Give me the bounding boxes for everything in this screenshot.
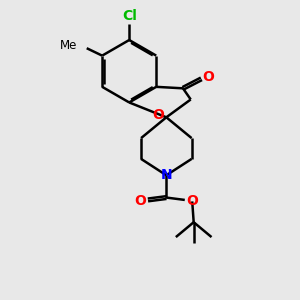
Text: O: O <box>135 194 146 208</box>
Text: O: O <box>202 70 214 84</box>
Text: O: O <box>186 194 198 208</box>
Text: N: N <box>160 168 172 182</box>
Text: Me: Me <box>60 39 77 52</box>
Text: Cl: Cl <box>122 9 136 23</box>
Text: O: O <box>152 108 164 122</box>
